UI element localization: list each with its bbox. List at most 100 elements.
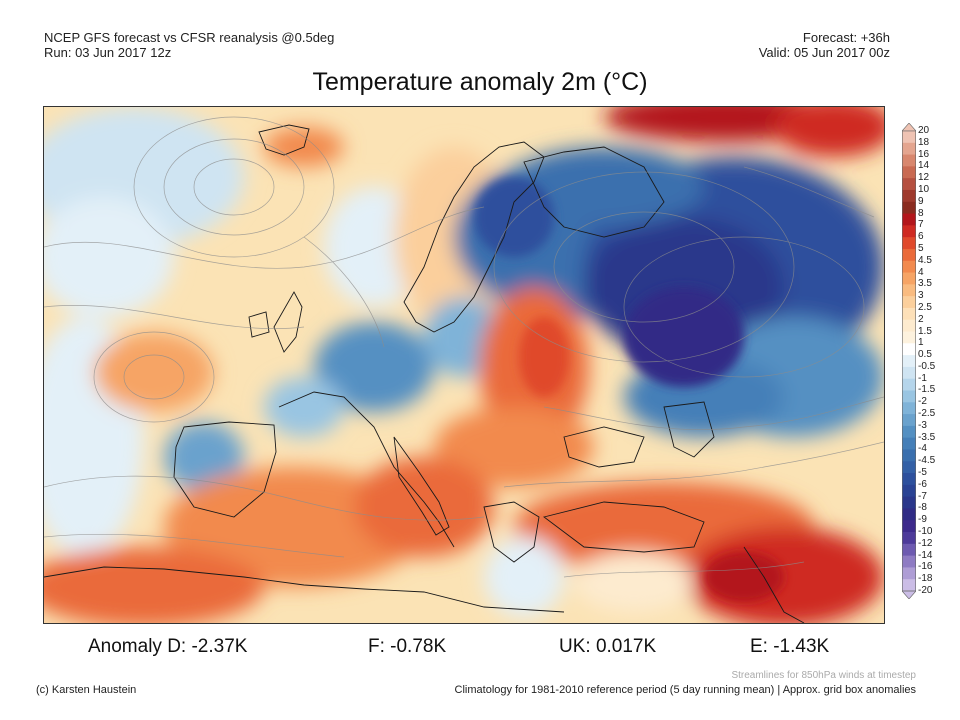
colorbar-tick-label: 9: [918, 195, 924, 207]
colorbar-tick-label: 16: [918, 148, 930, 160]
colorbar-segment: [902, 178, 916, 191]
colorbar-segment: [902, 131, 916, 144]
colorbar-segment: [902, 543, 916, 557]
colorbar-tick-label: 18: [918, 136, 930, 148]
colorbar-segment: [902, 425, 916, 439]
forecast-info: Forecast: +36h Valid: 05 Jun 2017 00z: [759, 30, 890, 60]
colorbar-tick-label: 7: [918, 219, 924, 231]
colorbar-segment: [902, 579, 916, 592]
colorbar-tick-label: -1: [918, 372, 927, 384]
colorbar-tick-label: -7: [918, 490, 927, 502]
coastlines: [44, 124, 805, 623]
colorbar-segment: [902, 402, 916, 415]
colorbar-tick-label: 2: [918, 313, 924, 325]
colorbar-tick-label: 1: [918, 337, 924, 349]
forecast-hour: Forecast: +36h: [802, 30, 890, 45]
colorbar-segment: [902, 496, 916, 509]
colorbar-segment: [902, 142, 916, 156]
colorbar-tick-label: 0.5: [918, 349, 932, 361]
colorbar-tick-label: 20: [918, 125, 930, 136]
colorbar-segment: [902, 319, 916, 333]
colorbar-segment: [902, 449, 916, 462]
colorbar-segment: [902, 473, 916, 486]
anomaly-map: [43, 106, 885, 624]
colorbar-tick-label: 8: [918, 207, 924, 219]
colorbar-tick-label: 12: [918, 172, 930, 184]
colorbar-tick-label: -2.5: [918, 408, 936, 420]
colorbar-segment: [902, 437, 916, 450]
colorbar-segment: [902, 307, 916, 321]
colorbar: [902, 123, 916, 599]
colorbar-tick-label: 14: [918, 160, 930, 172]
colorbar-segment: [902, 567, 916, 580]
colorbar-segment: [902, 189, 916, 203]
colorbar-arrow-top: [902, 123, 916, 132]
run-time: Run: 03 Jun 2017 12z: [44, 45, 172, 60]
colorbar-segment: [902, 461, 916, 474]
colorbar-tick-label: 4.5: [918, 254, 932, 266]
colorbar-segment: [902, 414, 916, 427]
anomaly-france: F: -0.78K: [368, 636, 447, 657]
colorbar-tick-label: 3.5: [918, 278, 932, 290]
colorbar-segment: [902, 260, 916, 274]
colorbar-segment: [902, 296, 916, 309]
colorbar-tick-label: -18: [918, 573, 933, 585]
colorbar-segment: [902, 225, 916, 238]
colorbar-tick-label: -4: [918, 443, 927, 455]
colorbar-tick-label: 10: [918, 183, 930, 195]
colorbar-segment: [902, 201, 916, 215]
colorbar-tick-label: 3: [918, 290, 924, 302]
colorbar-tick-label: -20: [918, 585, 933, 596]
colorbar-tick-label: -6: [918, 478, 927, 490]
map-canvas: [44, 107, 884, 623]
colorbar-segment: [902, 378, 916, 391]
colorbar-tick-label: 4: [918, 266, 924, 278]
colorbar-segment: [902, 520, 916, 533]
colorbar-tick-label: -9: [918, 514, 927, 526]
colorbar-segment: [902, 284, 916, 297]
colorbar-segment: [902, 213, 916, 226]
run-info: NCEP GFS forecast vs CFSR reanalysis @0.…: [44, 30, 334, 60]
colorbar-tick-label: -12: [918, 537, 933, 549]
colorbar-tick-label: -2: [918, 396, 927, 408]
map-title: Temperature anomaly 2m (°C): [312, 68, 648, 96]
colorbar-tick-label: -16: [918, 561, 933, 573]
colorbar-tick-label: 2.5: [918, 301, 932, 313]
colorbar-tick-label: 1.5: [918, 325, 932, 337]
colorbar-tick-label: -5: [918, 467, 927, 479]
colorbar-tick-label: -3.5: [918, 431, 936, 443]
colorbar-segment: [902, 272, 916, 285]
colorbar-segment: [902, 532, 916, 545]
streamline-note: Streamlines for 850hPa winds at timestep: [731, 670, 916, 681]
colorbar-segment: [902, 248, 916, 262]
anomaly-germany: Anomaly D: -2.37K: [88, 636, 248, 657]
colorbar-tick-label: -10: [918, 526, 933, 538]
colorbar-segment: [902, 355, 916, 368]
colorbar-segment: [902, 484, 916, 498]
valid-time: Valid: 05 Jun 2017 00z: [758, 45, 890, 60]
colorbar-tick-label: -0.5: [918, 360, 936, 372]
colorbar-segment: [902, 390, 916, 403]
colorbar-segment: [902, 555, 916, 568]
colorbar-segment: [902, 154, 916, 167]
anomaly-england: E: -1.43K: [750, 636, 830, 657]
colorbar-segment: [902, 166, 916, 179]
colorbar-tick-label: -4.5: [918, 455, 936, 467]
model-description: NCEP GFS forecast vs CFSR reanalysis @0.…: [44, 30, 335, 45]
colorbar-segment: [902, 343, 916, 356]
colorbar-segment: [902, 237, 916, 250]
colorbar-tick-label: -14: [918, 549, 933, 561]
colorbar-tick-label: -1.5: [918, 384, 936, 396]
colorbar-segment: [902, 366, 916, 380]
colorbar-arrow-bottom: [902, 590, 916, 599]
climatology-note: Climatology for 1981-2010 reference peri…: [454, 684, 916, 696]
colorbar-segment: [902, 508, 916, 521]
colorbar-segment: [902, 331, 916, 344]
credit: (c) Karsten Haustein: [36, 684, 137, 696]
wind-streamlines: [44, 116, 884, 578]
colorbar-tick-label: 6: [918, 231, 924, 243]
anomaly-uk: UK: 0.017K: [559, 636, 657, 657]
colorbar-tick-label: 5: [918, 242, 924, 254]
colorbar-tick-label: -8: [918, 502, 927, 514]
colorbar-tick-label: -3: [918, 419, 927, 431]
